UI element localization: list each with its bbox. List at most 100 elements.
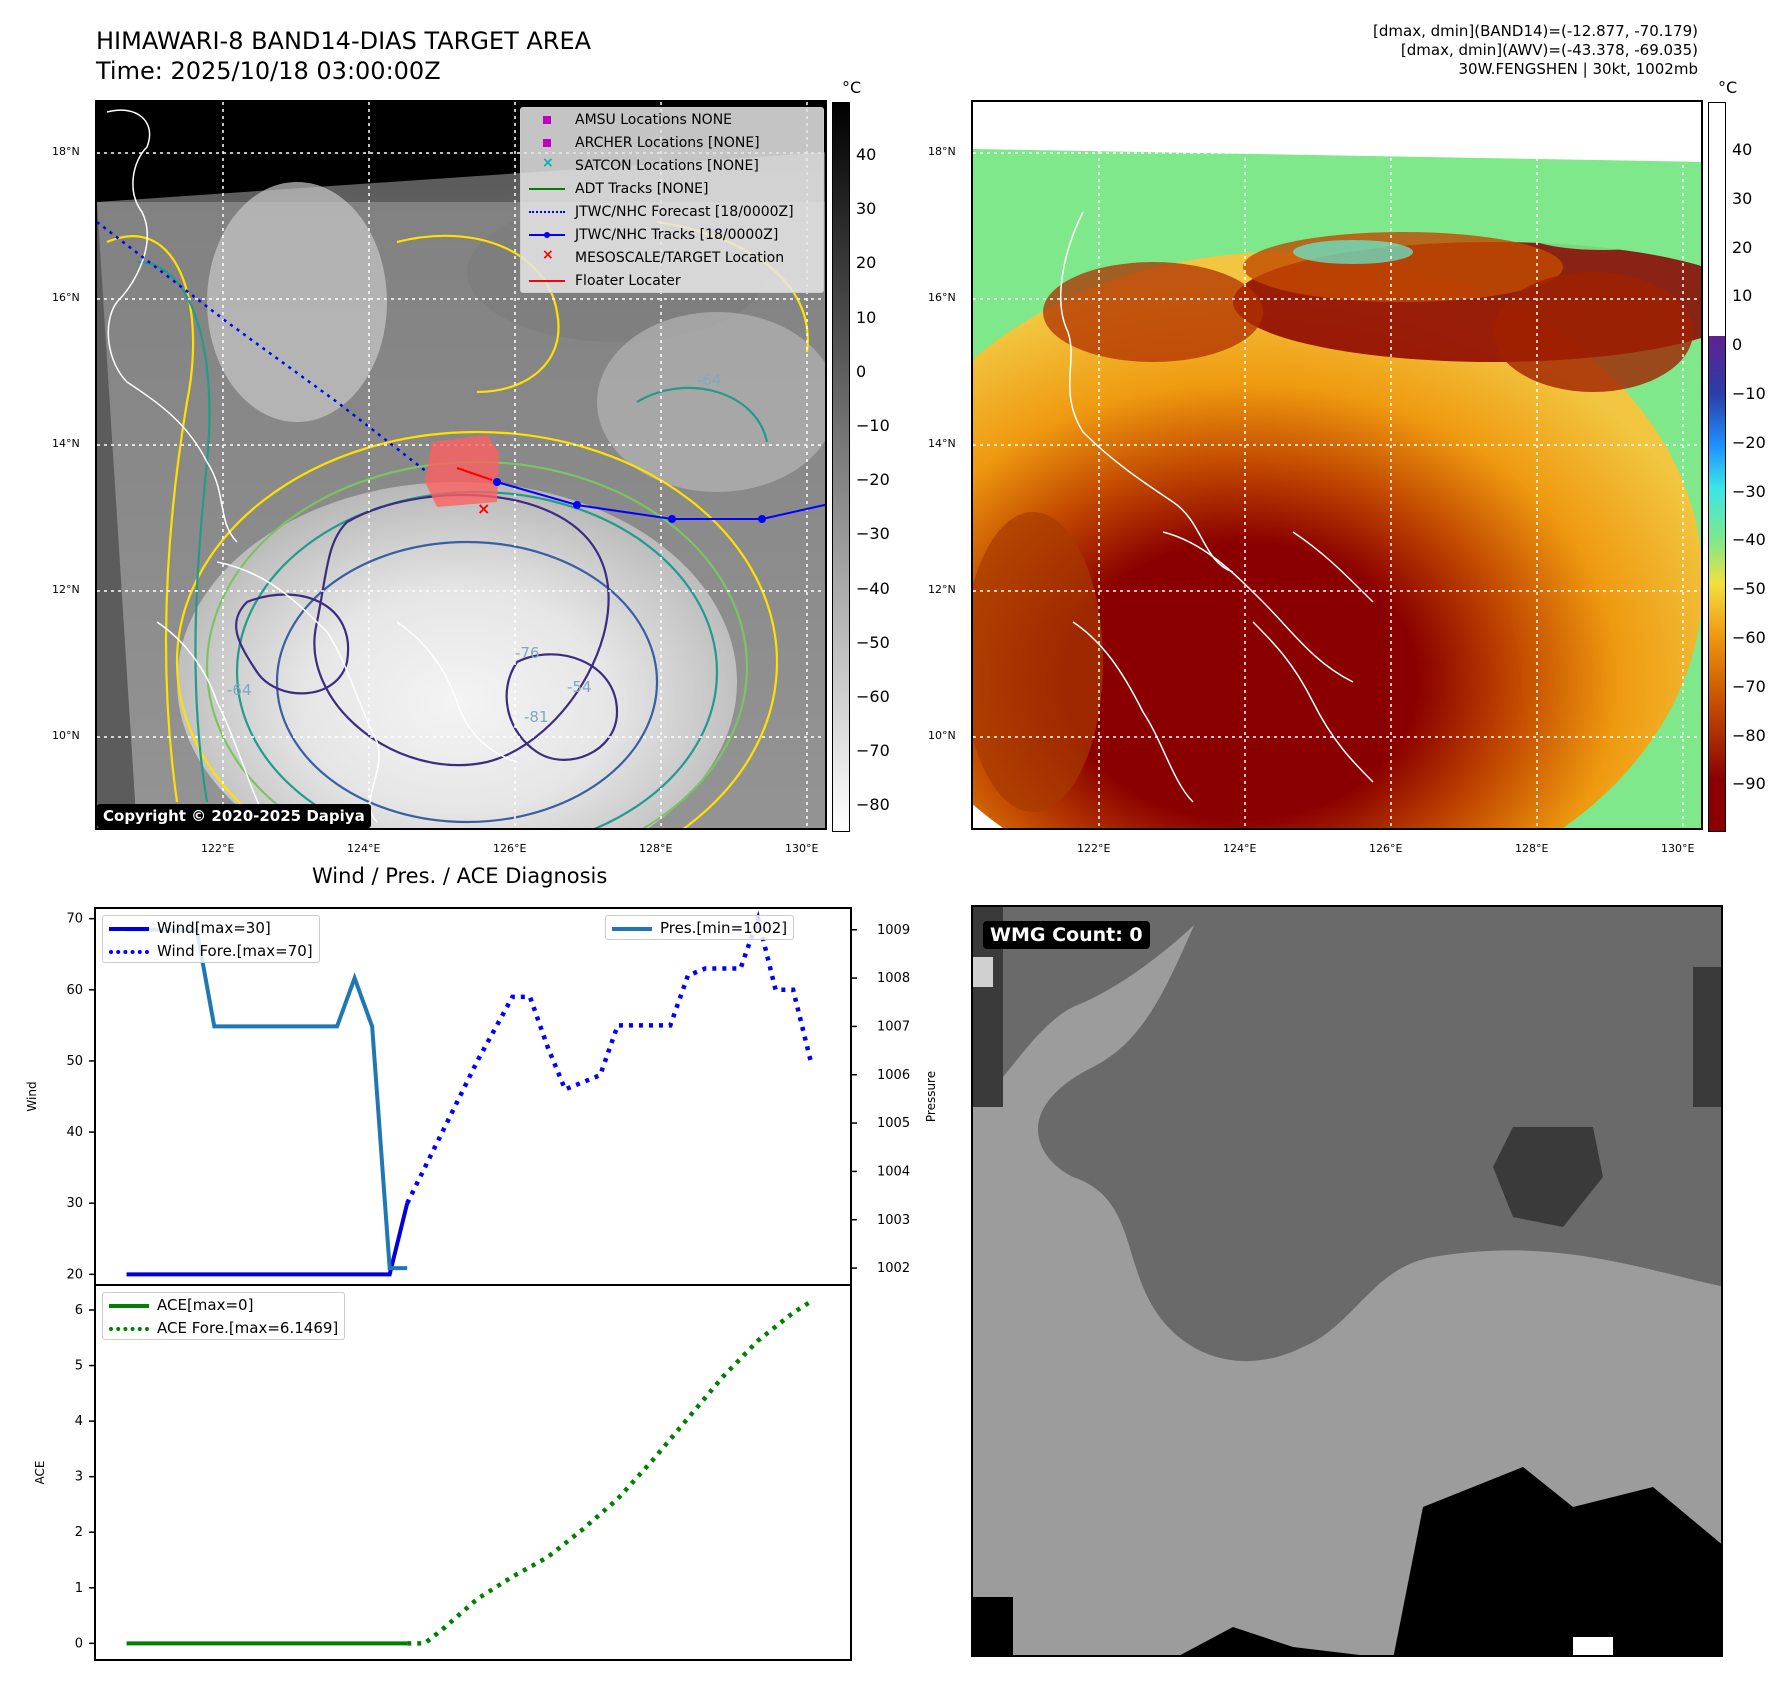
legend-pressure: Pres.[min=1002] — [606, 916, 793, 939]
colorbar-tick-label: −70 — [856, 741, 890, 761]
right-colorbar-unit: °C — [1718, 78, 1738, 97]
lon-tick: 128°E — [1515, 842, 1549, 855]
legend-item: AMSU Locations NONE — [521, 108, 823, 131]
wind-pressure-chart: 20 30 40 50 60 70 1002 1003 1004 1005 1006 1007 1008… — [25, 907, 938, 1286]
colorbar-tick-label: −60 — [1732, 628, 1766, 647]
y-right-tick-label: 1006 — [877, 1068, 910, 1083]
legend-label: ADT Tracks [NONE] — [575, 180, 709, 197]
contour-label-1: -64 — [697, 371, 722, 389]
y-axis-label: Wind — [25, 1081, 39, 1111]
contour-label-4: -54 — [567, 678, 592, 696]
legend-item: ADT Tracks [NONE] — [521, 177, 823, 200]
lat-tick: 12°N — [52, 583, 80, 596]
floater-locater — [456, 467, 493, 481]
wind-chart-frame — [94, 907, 852, 1286]
y-tick-label: 0 — [75, 1636, 83, 1651]
colorbar-tick-label: 10 — [1732, 286, 1753, 306]
y-axis-label: ACE — [33, 1461, 47, 1485]
lon-tick: 130°E — [1661, 842, 1695, 855]
legend-label: Wind Fore.[max=70] — [157, 941, 313, 960]
ace-legend: ACE[max=0] ACE Fore.[max=6.1469] — [102, 1292, 346, 1340]
legend-wind-fore: Wind Fore.[max=70] — [103, 939, 319, 962]
colorbar-tick-label: −50 — [1732, 579, 1766, 599]
y-right-tick-label: 1008 — [877, 971, 910, 986]
lon-tick: 122°E — [1077, 842, 1111, 855]
legend-symbol-icon: × — [542, 154, 554, 171]
colorbar-tick-label: 30 — [856, 199, 877, 219]
colorbar-tick-label: −90 — [1732, 774, 1766, 794]
y-tick-label: 40 — [66, 1125, 83, 1140]
left-colorbar — [832, 102, 850, 832]
ace-chart: 0 1 2 3 4 5 6 ACE — [33, 1284, 852, 1661]
colorbar-tick-label: −10 — [856, 416, 890, 435]
lon-tick: 124°E — [1223, 842, 1257, 855]
legend-label: Wind[max=30] — [157, 918, 271, 937]
y-tick-label: 60 — [66, 983, 83, 998]
colorbar-tick-label: 20 — [856, 253, 877, 273]
lon-tick: 124°E — [347, 842, 381, 855]
ace-chart-frame — [94, 1284, 852, 1661]
y-tick-label: 1 — [75, 1581, 83, 1596]
lon-tick: 128°E — [639, 842, 673, 855]
copyright-label: Copyright © 2020-2025 Dapiya — [97, 804, 371, 828]
y-right-tick-label: 1003 — [877, 1213, 910, 1228]
awv-map-image — [973, 102, 1701, 828]
lat-tick: 14°N — [52, 437, 80, 450]
wmg-count-label: WMG Count: 0 — [983, 921, 1150, 949]
lon-tick: 126°E — [493, 842, 527, 855]
ace-series-line-1 — [407, 1299, 812, 1646]
right-colorbar — [1708, 102, 1726, 832]
colorbar-tick-label: −20 — [1732, 432, 1766, 452]
lat-tick: 12°N — [928, 583, 956, 596]
target-location-marker: × — [477, 499, 490, 518]
colorbar-tick-label: 20 — [1732, 237, 1753, 257]
legend-line-icon — [612, 926, 652, 931]
lat-tick: 10°N — [52, 729, 80, 742]
colorbar-tick-label: −40 — [1732, 530, 1766, 550]
y-tick-label: 6 — [75, 1303, 83, 1318]
legend-item: JTWC/NHC Tracks [18/0000Z] — [521, 223, 823, 246]
y-right-axis-label: Pressure — [924, 1071, 938, 1122]
series-line-0 — [126, 1202, 410, 1277]
info-storm: 30W.FENGSHEN | 30kt, 1002mb — [1458, 60, 1698, 78]
lat-tick: 14°N — [928, 437, 956, 450]
legend-label: MESOSCALE/TARGET Location — [575, 249, 785, 266]
wmg-image — [973, 907, 1721, 1655]
colorbar-tick-label: −20 — [856, 470, 890, 490]
legend-line-icon — [109, 1303, 149, 1308]
legend-label: JTWC/NHC Tracks [18/0000Z] — [575, 226, 779, 243]
legend-label: ARCHER Locations [NONE] — [575, 134, 760, 151]
legend-item: × SATCON Locations [NONE] — [521, 154, 823, 177]
y-right-tick-label: 1007 — [877, 1019, 910, 1034]
legend-label: ACE[max=0] — [157, 1295, 254, 1314]
colorbar-tick-label: −30 — [1732, 481, 1766, 501]
y-right-tick-label: 1002 — [877, 1261, 910, 1276]
wind-legend: Wind[max=30] Wind Fore.[max=70] — [102, 915, 320, 963]
y-tick-label: 2 — [75, 1525, 83, 1540]
legend-label: SATCON Locations [NONE] — [575, 157, 759, 174]
legend-item: Floater Locater — [521, 269, 823, 292]
legend-line-icon — [109, 926, 149, 931]
colorbar-tick-label: −80 — [856, 795, 890, 815]
map-legend: AMSU Locations NONE ARCHER Locations [NON… — [520, 107, 824, 293]
legend-label: Pres.[min=1002] — [660, 918, 788, 937]
legend-symbol-icon — [527, 205, 567, 219]
awv-map-panel — [971, 100, 1703, 830]
legend-ace: ACE[max=0] — [103, 1293, 344, 1316]
colorbar-tick-label: −60 — [856, 687, 890, 706]
wmg-panel: WMG Count: 0 — [971, 905, 1723, 1657]
contour-label-5: -64 — [227, 681, 252, 699]
legend-item: × MESOSCALE/TARGET Location — [521, 246, 823, 269]
legend-item: ARCHER Locations [NONE] — [521, 131, 823, 154]
contour-label-2: -76 — [515, 644, 540, 662]
y-right-tick-label: 1004 — [877, 1164, 910, 1179]
colorbar-tick-label: 30 — [1732, 188, 1753, 208]
legend-label: ACE Fore.[max=6.1469] — [157, 1318, 339, 1337]
info-awv: [dmax, dmin](AWV)=(-43.378, -69.035) — [1400, 41, 1698, 59]
colorbar-tick-label: −10 — [1732, 384, 1766, 403]
colorbar-tick-label: 40 — [856, 145, 877, 164]
info-block: [dmax, dmin](BAND14)=(-12.877, -70.179) … — [1098, 22, 1698, 79]
legend-label: Floater Locater — [575, 272, 681, 289]
y-tick-label: 3 — [75, 1470, 83, 1485]
